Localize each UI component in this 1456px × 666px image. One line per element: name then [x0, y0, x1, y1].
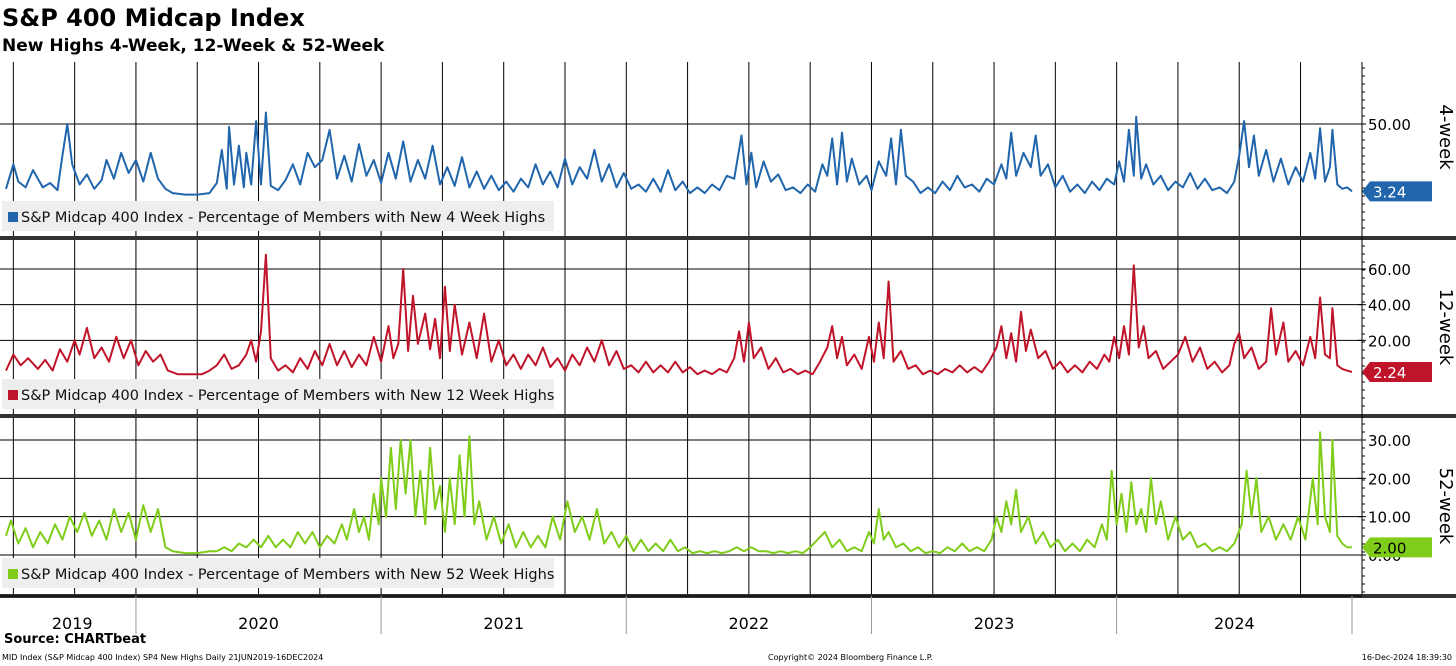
- last-value-label: 3.24: [1373, 183, 1406, 201]
- legend-4-week: S&P Midcap 400 Index - Percentage of Mem…: [2, 201, 554, 231]
- y-tick-label: 60.00: [1368, 261, 1411, 279]
- legend-swatch: [8, 569, 18, 579]
- y-tick-label: 40.00: [1368, 297, 1411, 315]
- series-line-4-week: [5, 111, 1353, 196]
- y-tick-label: 30.00: [1368, 432, 1411, 450]
- panel-12-week: 20.00 40.00 60.00 S&P Midcap 400 Index - Pe…: [0, 245, 1456, 418]
- last-value-tag-52-week: 2.00: [1362, 537, 1432, 558]
- legend-label: S&P Midcap 400 Index - Percentage of Mem…: [21, 210, 545, 226]
- y-tick-label: 20.00: [1368, 332, 1411, 350]
- legend-swatch: [8, 390, 18, 400]
- panel-4-week: 50.00 S&P Midcap 400 Index - Percentage o…: [0, 67, 1456, 240]
- series-line-52-week: [5, 431, 1352, 555]
- chart-subtitle: New Highs 4-Week, 12-Week & 52-Week: [2, 36, 385, 56]
- legend-swatch: [8, 212, 18, 222]
- legend-52-week: S&P Midcap 400 Index - Percentage of Mem…: [2, 558, 554, 588]
- last-value-marker: [1362, 181, 1432, 202]
- side-label-52-week: 52-week: [1435, 468, 1456, 545]
- x-tick-label: 2021: [483, 614, 524, 633]
- x-axis: 2019 2020 2021 2022 2023 2024: [0, 595, 1362, 634]
- legend-background: [2, 558, 554, 588]
- x-tick-label: 2024: [1214, 614, 1255, 633]
- legend-12-week: S&P Midcap 400 Index - Percentage of Mem…: [2, 379, 554, 409]
- series-line-12-week: [5, 253, 1353, 376]
- timestamp: 16-Dec-2024 18:39:30: [1361, 653, 1452, 662]
- x-tick-label: 2023: [974, 614, 1015, 633]
- y-tick-label: 50.00: [1368, 116, 1411, 134]
- last-value-label: 2.24: [1373, 364, 1406, 382]
- legend-label: S&P Midcap 400 Index - Percentage of Mem…: [21, 567, 554, 583]
- x-tick-label: 2019: [52, 614, 93, 633]
- copyright-notice: Copyright© 2024 Bloomberg Finance L.P.: [768, 653, 933, 662]
- legend-label: S&P Midcap 400 Index - Percentage of Mem…: [21, 388, 554, 404]
- legend-background: [2, 379, 554, 409]
- side-label-4-week: 4-week: [1435, 104, 1456, 170]
- last-value-tag-4-week: 3.24: [1362, 181, 1432, 202]
- x-tick-label: 2022: [729, 614, 770, 633]
- ticker-info: MID Index (S&P Midcap 400 Index) SP4 New…: [2, 653, 324, 662]
- source-label: Source: CHARTbeat: [4, 632, 147, 647]
- last-value-marker: [1362, 537, 1432, 558]
- x-tick-label: 2020: [238, 614, 279, 633]
- chart-title: S&P 400 Midcap Index: [2, 4, 305, 32]
- last-value-label: 2.00: [1373, 539, 1406, 557]
- side-label-12-week: 12-week: [1435, 289, 1456, 366]
- legend-background: [2, 201, 554, 231]
- last-value-tag-12-week: 2.24: [1362, 362, 1432, 383]
- quarter-gridlines: [12, 62, 1302, 594]
- last-value-marker: [1362, 362, 1432, 383]
- y-tick-label: 20.00: [1368, 470, 1411, 488]
- y-tick-label: 10.00: [1368, 509, 1411, 527]
